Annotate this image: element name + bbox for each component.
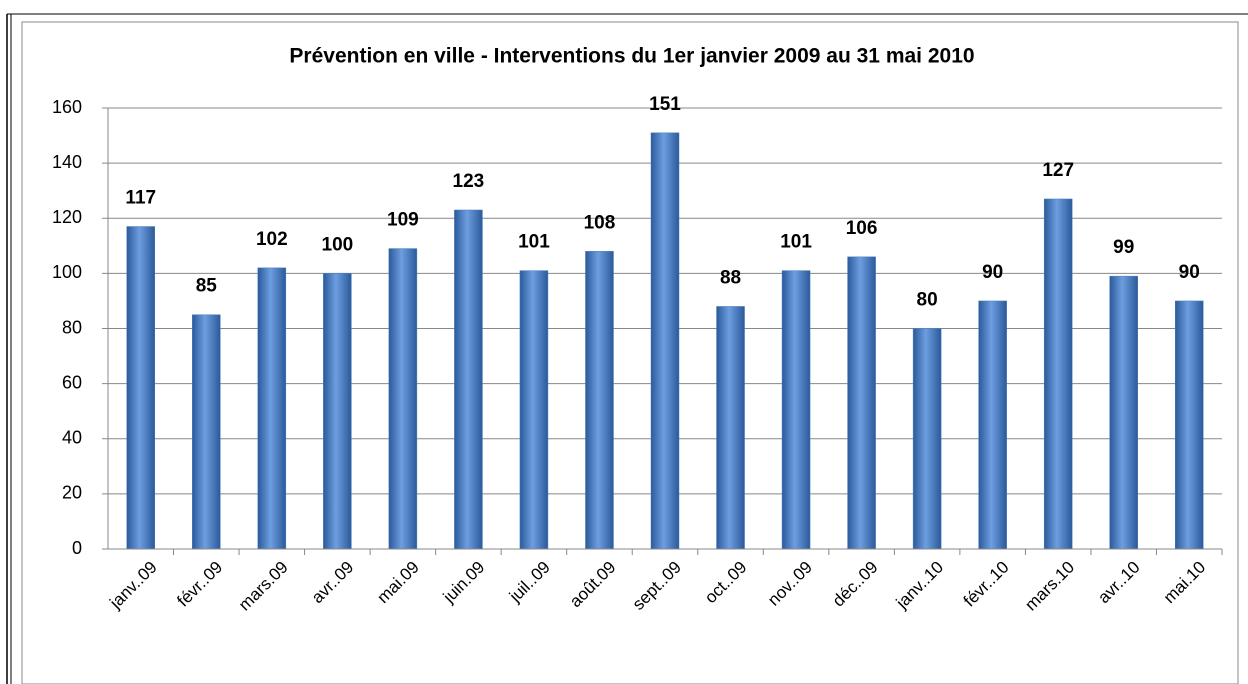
value-label: 80 (917, 290, 938, 311)
bar (126, 226, 156, 550)
bar (192, 314, 221, 550)
y-tick-label: 120 (52, 207, 82, 227)
value-label: 88 (720, 267, 741, 288)
bar (716, 306, 745, 550)
bar (1043, 198, 1073, 550)
value-label: 100 (322, 234, 354, 255)
value-label: 151 (649, 94, 681, 115)
y-tick-label: 60 (62, 372, 82, 392)
bar (323, 273, 352, 550)
y-tick-label: 0 (72, 538, 82, 558)
bar (1109, 275, 1138, 550)
bar (1174, 300, 1204, 550)
bar (781, 270, 811, 550)
bar (912, 328, 942, 550)
value-label: 108 (584, 212, 616, 233)
bar (257, 267, 287, 550)
value-label: 117 (125, 188, 156, 209)
value-label: 102 (256, 229, 288, 250)
y-tick-label: 20 (62, 483, 82, 503)
bar (585, 251, 614, 550)
value-label: 101 (518, 232, 550, 253)
value-label: 106 (846, 218, 878, 239)
bar (978, 300, 1007, 550)
y-tick-label: 80 (62, 317, 82, 337)
value-label: 90 (982, 262, 1003, 283)
bar (388, 248, 418, 550)
bar (650, 132, 680, 550)
value-label: 109 (387, 210, 419, 231)
y-tick-label: 100 (52, 262, 82, 282)
value-label: 90 (1179, 262, 1200, 283)
chart-border (21, 21, 1239, 684)
bar (519, 270, 549, 550)
y-tick-label: 160 (52, 97, 82, 117)
chart-title: Prévention en ville - Interventions du 1… (289, 45, 974, 68)
value-label: 127 (1042, 160, 1074, 181)
bar (454, 209, 483, 550)
value-label: 123 (453, 171, 485, 192)
value-label: 99 (1113, 237, 1134, 258)
y-tick-label: 140 (52, 152, 82, 172)
value-label: 85 (196, 276, 218, 297)
y-tick-label: 40 (62, 428, 82, 448)
bar (847, 256, 876, 550)
value-label: 101 (780, 232, 812, 253)
